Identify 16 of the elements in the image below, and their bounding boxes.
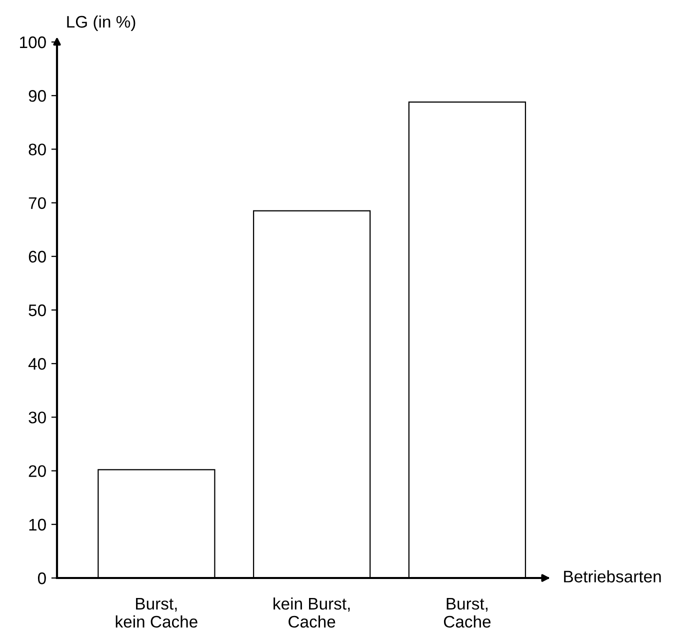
y-tick-label: 40 [28,358,46,370]
y-tick-label: 50 [28,304,46,316]
y-axis-title: LG (in %) [67,15,136,31]
y-tick-label: 90 [28,90,46,102]
y-tick-label: 30 [28,412,46,424]
y-tick-label: 0 [38,572,46,584]
y-tick-label: 100 [20,36,46,48]
x-tick-label: Burst, kein Cache [116,598,198,628]
x-tick-label: kein Burst, Cache [274,597,350,628]
y-tick-label: 70 [28,197,46,210]
x-tick-label: Burst, Cache [444,598,491,628]
y-tick-label: 20 [28,465,46,478]
x-axis-title: Betriebsarten [564,570,661,582]
y-tick-label: 10 [29,518,46,531]
y-tick-label: 60 [28,250,46,263]
y-tick-label: 80 [28,144,46,156]
